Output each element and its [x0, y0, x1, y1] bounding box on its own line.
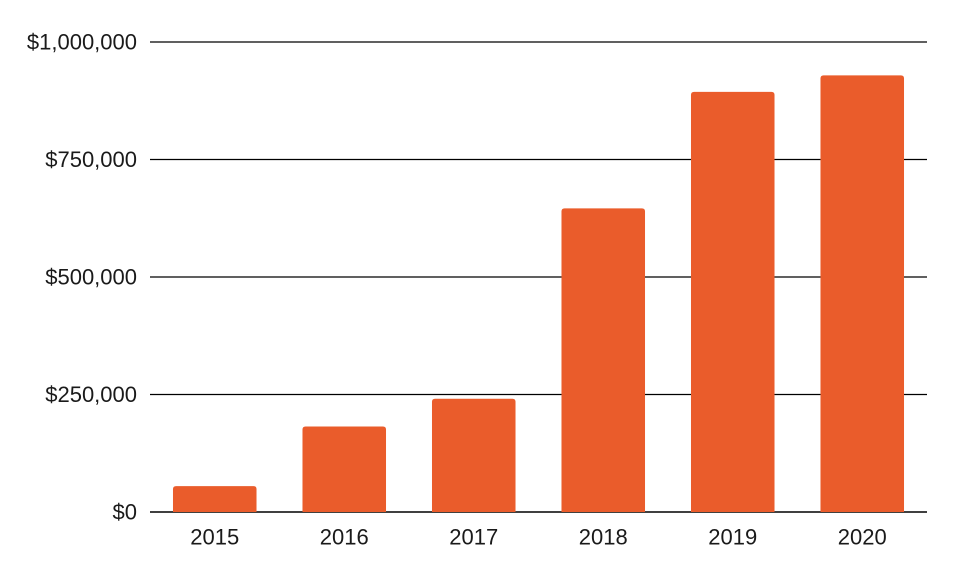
x-tick-label: 2016 — [320, 525, 369, 550]
y-tick-label: $250,000 — [45, 382, 137, 407]
y-tick-label: $500,000 — [45, 265, 137, 290]
gridlines — [150, 41, 927, 513]
x-tick-label: 2020 — [838, 525, 887, 550]
y-tick-label: $0 — [113, 500, 137, 525]
x-tick-label: 2017 — [449, 525, 498, 550]
y-axis-tick-labels: $0 $250,000 $500,000 $750,000 $1,000,000 — [27, 30, 137, 525]
bar-2016 — [302, 426, 387, 512]
y-tick-label: $750,000 — [45, 147, 137, 172]
bar-2015 — [172, 486, 257, 512]
x-axis-tick-labels: 2015 2016 2017 2018 2019 2020 — [190, 525, 886, 550]
x-tick-label: 2019 — [708, 525, 757, 550]
y-tick-label: $1,000,000 — [27, 30, 137, 55]
bar-2020 — [820, 75, 905, 513]
bar-2017 — [431, 398, 516, 512]
bar-2019 — [690, 91, 775, 512]
bar-2018 — [561, 208, 646, 512]
x-tick-label: 2015 — [190, 525, 239, 550]
bars — [172, 75, 905, 513]
x-tick-label: 2018 — [579, 525, 628, 550]
